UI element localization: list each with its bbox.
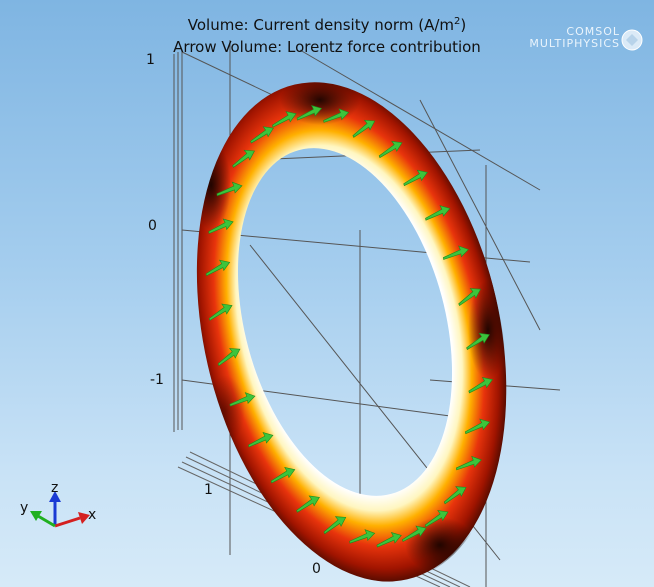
z-tick-label: -1	[150, 372, 164, 388]
force-arrow	[403, 169, 428, 187]
plot-title-line1: Volume: Current density norm (A/m2)	[187, 16, 467, 34]
force-arrow	[402, 525, 427, 542]
force-arrow	[323, 108, 350, 123]
force-arrow	[217, 348, 241, 367]
force-arrow	[323, 516, 347, 535]
triad-y-label: y	[20, 500, 29, 516]
triad-x-label: x	[88, 507, 97, 523]
z-tick-label: 0	[148, 218, 157, 234]
z-tick-label: 1	[146, 52, 155, 68]
force-arrow	[468, 376, 494, 394]
force-arrow	[349, 529, 376, 544]
force-arrow	[424, 510, 449, 528]
force-arrow	[270, 466, 296, 484]
force-arrow	[205, 259, 231, 277]
x-tick-label: 0	[312, 561, 321, 577]
force-arrow	[442, 245, 469, 260]
force-arrow	[464, 418, 491, 435]
triad-z-label: z	[51, 480, 59, 496]
force-arrow	[458, 288, 482, 307]
force-arrow	[232, 149, 255, 168]
force-arrow	[466, 332, 490, 351]
force-arrow	[455, 455, 482, 471]
force-arrow	[208, 218, 234, 234]
force-arrow	[352, 119, 376, 138]
force-arrow	[229, 392, 256, 407]
force-arrow	[248, 431, 274, 448]
force-arrow	[376, 532, 402, 548]
force-arrow	[208, 303, 233, 321]
force-arrow	[443, 486, 467, 505]
force-arrow	[378, 140, 403, 159]
force-arrow	[272, 111, 297, 128]
comsol-logo-icon	[621, 29, 643, 51]
force-arrow	[296, 105, 323, 121]
force-arrow	[296, 495, 320, 513]
axis-triad	[30, 491, 90, 528]
current-density-ring	[191, 74, 508, 582]
force-arrow	[425, 205, 451, 221]
force-arrow	[216, 181, 243, 197]
x-tick-label: 1	[204, 482, 213, 498]
plot-title-line2: Arrow Volume: Lorentz force contribution	[173, 38, 481, 56]
force-arrow	[250, 126, 274, 144]
comsol-logo: COMSOL MULTIPHYSICS	[500, 26, 648, 51]
lorentz-force-arrows	[205, 105, 494, 548]
